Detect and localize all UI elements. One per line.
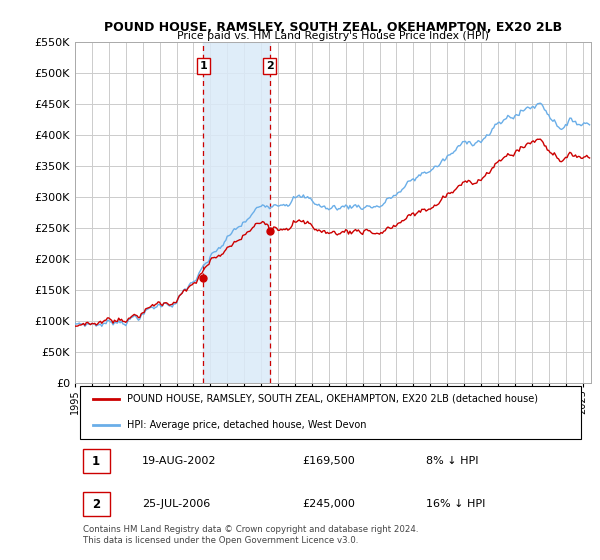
Text: HPI: Average price, detached house, West Devon: HPI: Average price, detached house, West… <box>127 419 366 430</box>
Text: 25-JUL-2006: 25-JUL-2006 <box>142 499 211 509</box>
Text: 8% ↓ HPI: 8% ↓ HPI <box>426 456 478 466</box>
Text: 2: 2 <box>92 498 100 511</box>
Text: 16% ↓ HPI: 16% ↓ HPI <box>426 499 485 509</box>
Text: 19-AUG-2002: 19-AUG-2002 <box>142 456 217 466</box>
Bar <box>83 492 110 516</box>
Text: Contains HM Land Registry data © Crown copyright and database right 2024.
This d: Contains HM Land Registry data © Crown c… <box>83 525 418 545</box>
Text: 1: 1 <box>199 61 207 71</box>
Text: £169,500: £169,500 <box>302 456 355 466</box>
Text: POUND HOUSE, RAMSLEY, SOUTH ZEAL, OKEHAMPTON, EX20 2LB: POUND HOUSE, RAMSLEY, SOUTH ZEAL, OKEHAM… <box>104 21 562 34</box>
Text: 2: 2 <box>266 61 274 71</box>
Bar <box>203 42 269 382</box>
Text: 1: 1 <box>92 455 100 468</box>
Text: POUND HOUSE, RAMSLEY, SOUTH ZEAL, OKEHAMPTON, EX20 2LB (detached house): POUND HOUSE, RAMSLEY, SOUTH ZEAL, OKEHAM… <box>127 394 538 404</box>
Text: £245,000: £245,000 <box>302 499 355 509</box>
Bar <box>83 449 110 473</box>
Text: Price paid vs. HM Land Registry's House Price Index (HPI): Price paid vs. HM Land Registry's House … <box>177 31 489 41</box>
